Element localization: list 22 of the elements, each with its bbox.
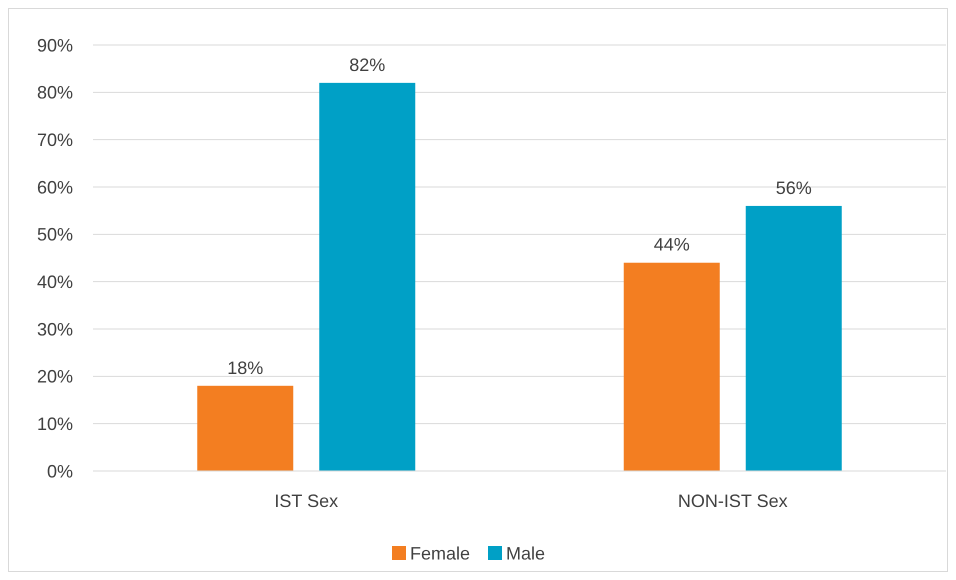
data-label: 56%	[776, 178, 812, 198]
legend-label: Male	[506, 543, 546, 564]
bar	[624, 262, 720, 471]
bar	[746, 206, 842, 471]
y-tick-label: 50%	[36, 224, 73, 245]
legend-label: Female	[410, 543, 470, 564]
y-tick-label: 10%	[36, 414, 73, 434]
y-tick-label: 80%	[36, 82, 73, 103]
x-tick-label: NON-IST Sex	[678, 491, 788, 511]
x-tick-label: IST Sex	[274, 491, 338, 511]
y-tick-label: 0%	[46, 461, 73, 482]
bar	[197, 386, 294, 471]
data-label: 18%	[227, 358, 264, 378]
y-tick-label: 60%	[36, 177, 73, 198]
y-tick-label: 40%	[36, 272, 73, 292]
y-tick-label: 70%	[36, 130, 73, 150]
y-tick-label: 30%	[36, 319, 73, 340]
y-tick-label: 90%	[36, 35, 73, 56]
bar	[319, 82, 416, 471]
y-tick-label: 20%	[36, 366, 73, 387]
data-label: 82%	[349, 54, 386, 75]
data-label: 44%	[654, 234, 690, 255]
